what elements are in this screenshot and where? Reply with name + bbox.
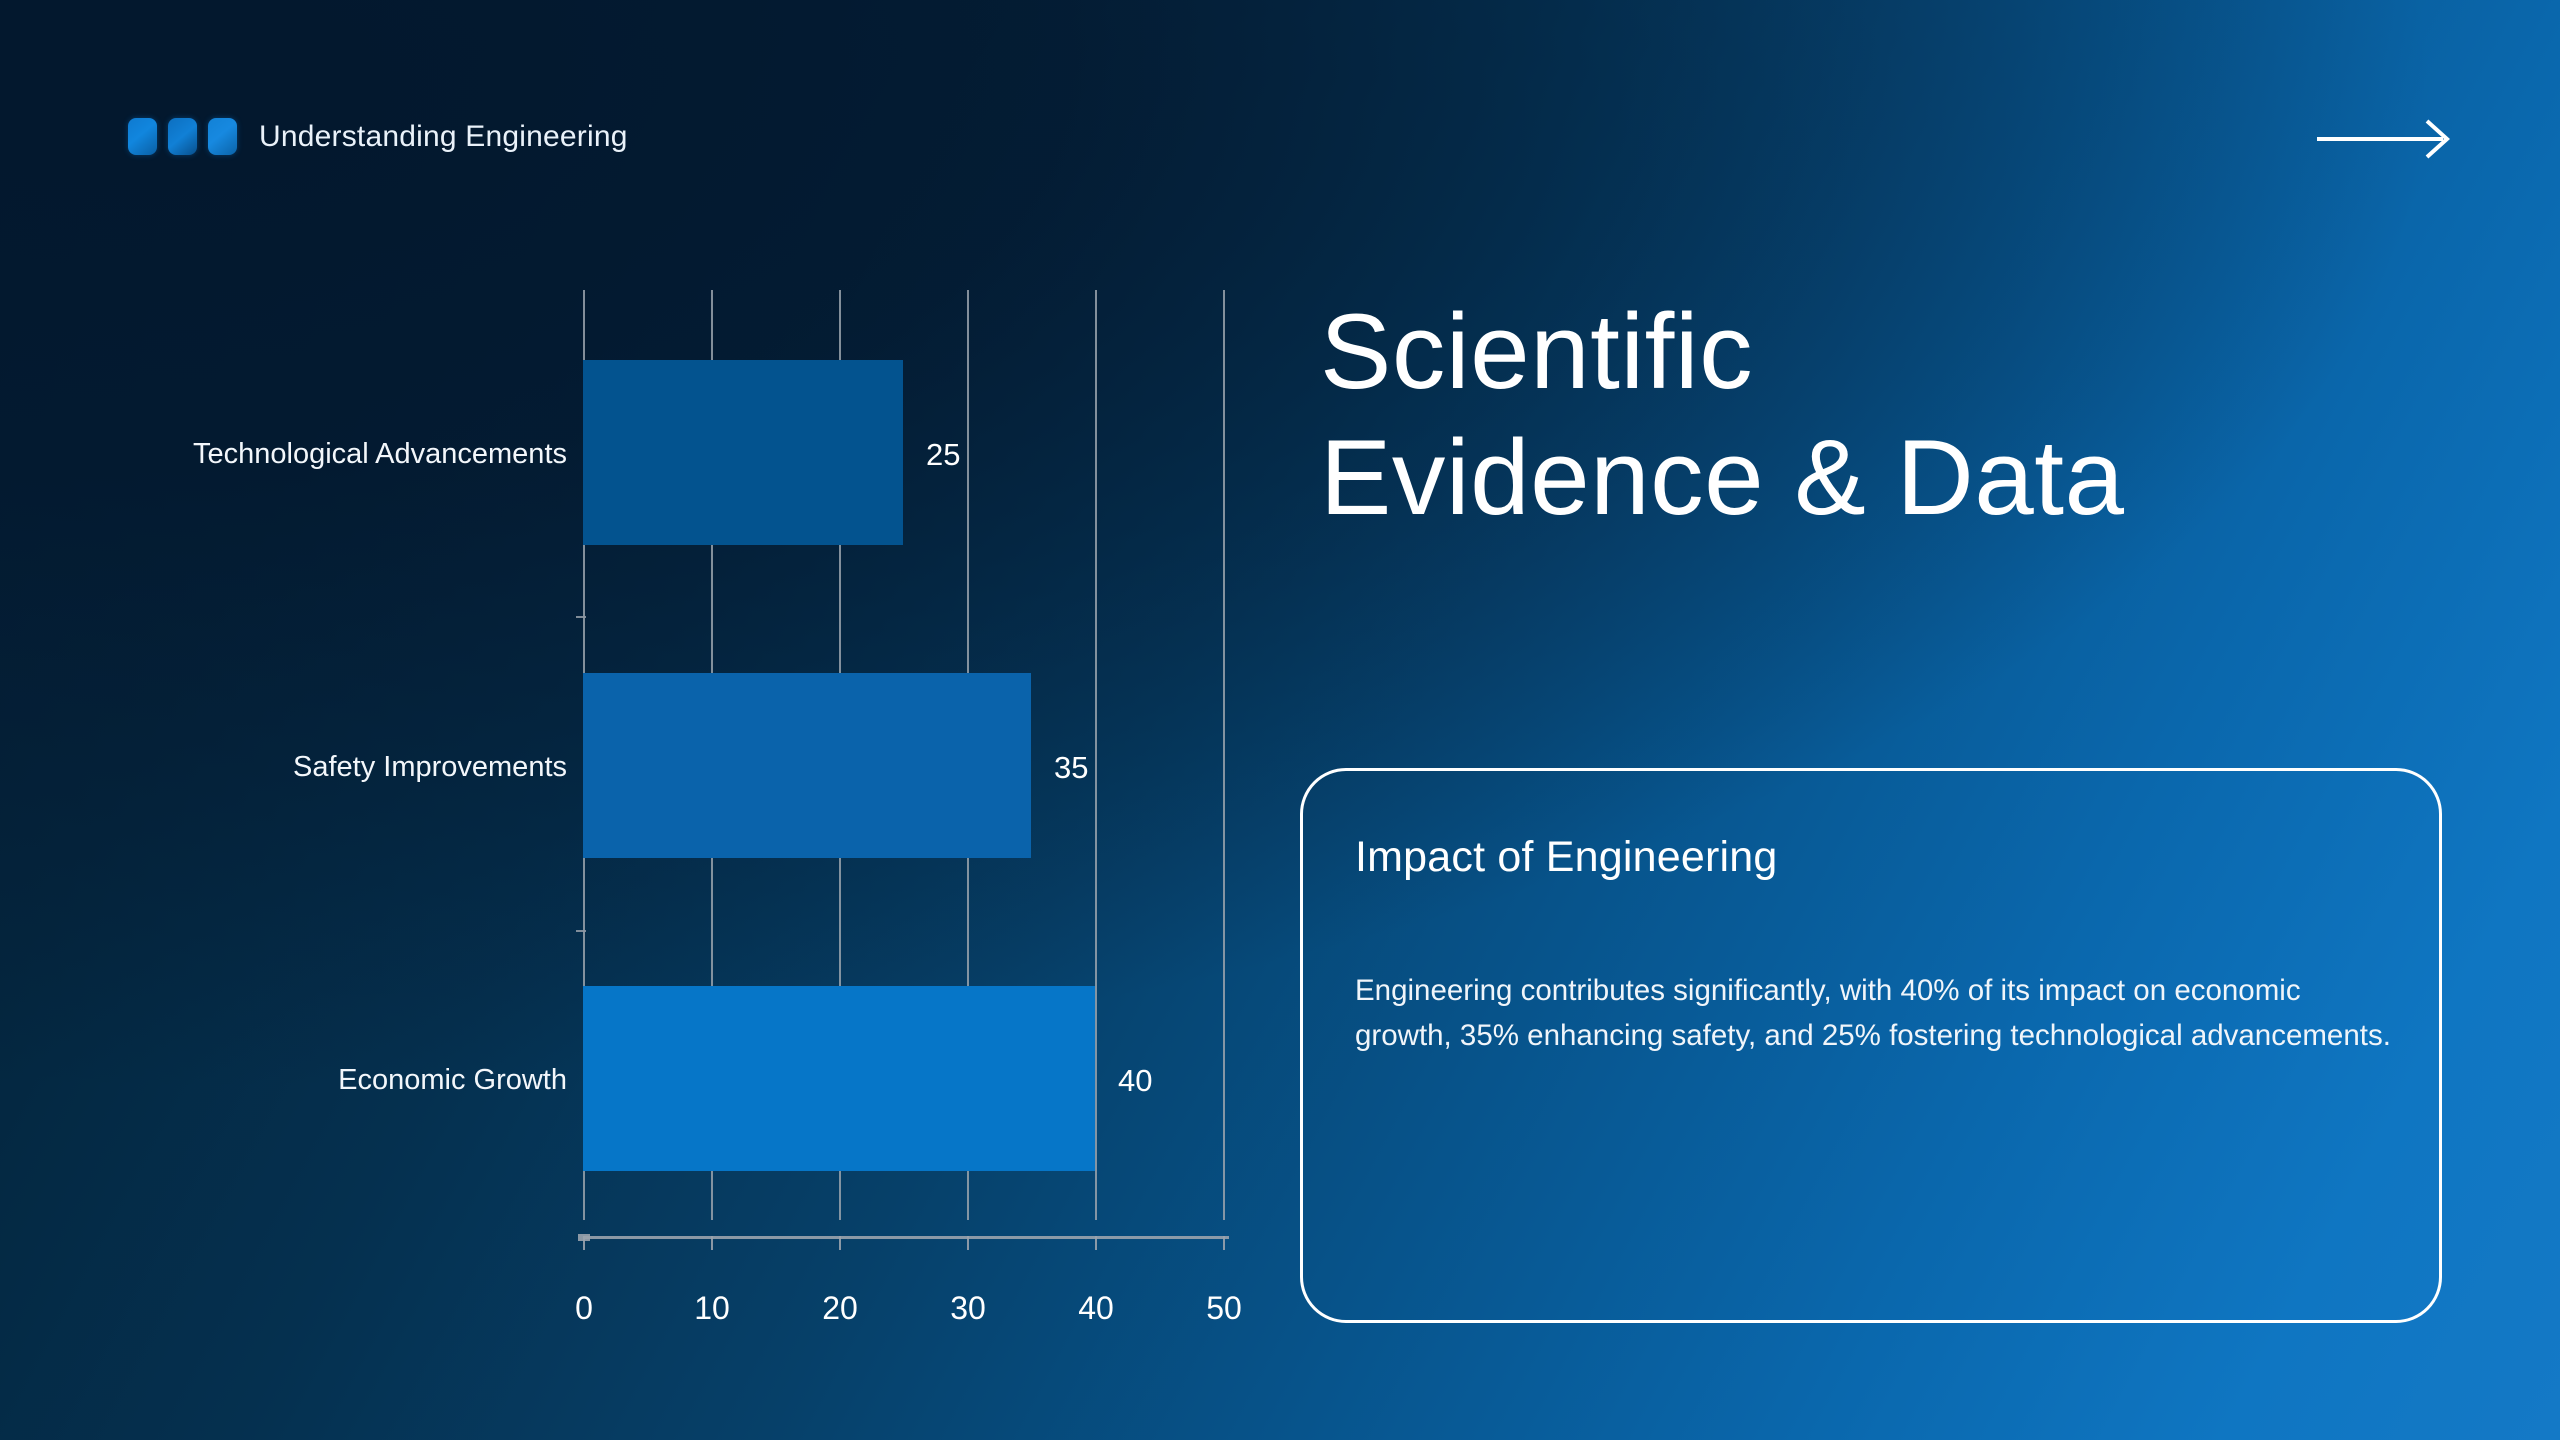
brand-block: Understanding Engineering bbox=[128, 118, 628, 155]
x-tick-label-10: 10 bbox=[694, 1290, 730, 1326]
impact-card-title: Impact of Engineering bbox=[1355, 833, 1778, 881]
x-tick-label-40: 40 bbox=[1078, 1290, 1114, 1326]
x-tick-label-20: 20 bbox=[822, 1290, 858, 1326]
x-tick-30 bbox=[967, 1236, 969, 1250]
category-label-1: Safety Improvements bbox=[293, 751, 567, 783]
bar-value-label-0: 25 bbox=[926, 437, 961, 472]
slide-header: Understanding Engineering bbox=[0, 0, 2560, 230]
x-tick-label-0: 0 bbox=[575, 1290, 593, 1326]
x-axis-line bbox=[583, 1236, 1229, 1239]
bar-value-label-1: 35 bbox=[1054, 750, 1089, 785]
y-tick-2 bbox=[576, 930, 586, 932]
category-label-0: Technological Advancements bbox=[192, 438, 567, 470]
logo-square-2 bbox=[168, 118, 197, 155]
bar-technological-advancements[interactable] bbox=[583, 360, 903, 545]
gridline-40 bbox=[1095, 290, 1097, 1220]
x-tick-0 bbox=[583, 1236, 585, 1250]
gridline-50 bbox=[1223, 290, 1225, 1220]
logo-square-1 bbox=[128, 118, 157, 155]
x-tick-20 bbox=[839, 1236, 841, 1250]
y-tick-1 bbox=[576, 616, 586, 618]
x-tick-10 bbox=[711, 1236, 713, 1250]
category-label-2: Economic Growth bbox=[338, 1064, 567, 1096]
page-title-line-2: Evidence & Data bbox=[1320, 417, 2125, 538]
x-tick-label-50: 50 bbox=[1206, 1290, 1242, 1326]
bar-value-label-2: 40 bbox=[1118, 1063, 1153, 1098]
bar-safety-improvements[interactable] bbox=[583, 673, 1031, 858]
x-tick-label-30: 30 bbox=[950, 1290, 986, 1326]
arrow-right-icon[interactable] bbox=[2315, 117, 2455, 161]
page-title: Scientific Evidence & Data bbox=[1320, 288, 2500, 541]
logo-square-3 bbox=[208, 118, 237, 155]
impact-card-body: Engineering contributes significantly, w… bbox=[1355, 974, 2391, 1052]
bar-economic-growth[interactable] bbox=[583, 986, 1095, 1171]
brand-label: Understanding Engineering bbox=[259, 119, 628, 153]
bar-chart: Technological Advancements Safety Improv… bbox=[120, 290, 1310, 1326]
x-tick-50 bbox=[1223, 1236, 1225, 1250]
three-blue-squares-logo bbox=[128, 118, 237, 155]
page-title-line-1: Scientific bbox=[1320, 291, 1754, 411]
x-tick-40 bbox=[1095, 1236, 1097, 1250]
impact-card: Impact of Engineering Engineering contri… bbox=[1300, 768, 2442, 1323]
